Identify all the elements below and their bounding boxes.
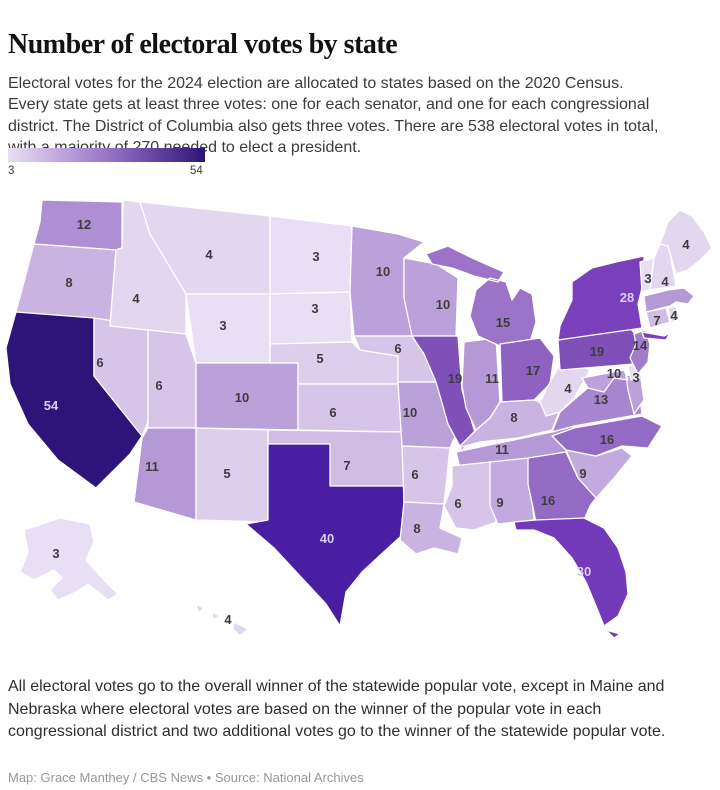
state-label-MT: 4 <box>205 247 213 262</box>
state-label-DE: 3 <box>632 370 639 385</box>
us-choropleth-map: 12 8 54 6 4 4 3 6 10 11 5 3 3 5 6 7 40 10 6 10 6 8 10 19 11 15 17 8… <box>0 186 720 662</box>
state-label-NC: 16 <box>600 432 614 447</box>
state-label-HI: 4 <box>224 612 232 627</box>
credit-text: Map: Grace Manthey / CBS News • Source: … <box>8 770 364 785</box>
state-SD <box>269 291 353 345</box>
state-TX <box>245 443 411 627</box>
state-label-OR: 8 <box>65 275 72 290</box>
state-label-MI: 15 <box>496 315 510 330</box>
state-AR <box>401 445 451 505</box>
state-label-AK: 3 <box>52 546 59 561</box>
state-NH <box>649 241 677 291</box>
state-WY <box>185 293 271 364</box>
state-label-CA: 54 <box>44 398 59 413</box>
state-label-FL: 30 <box>577 564 591 579</box>
state-LA <box>399 501 463 555</box>
state-label-IA: 6 <box>394 341 401 356</box>
state-label-WY: 3 <box>219 318 226 333</box>
state-label-MO: 10 <box>403 405 417 420</box>
page-title: Number of electoral votes by state <box>8 28 398 60</box>
state-label-AZ: 11 <box>145 459 159 474</box>
state-label-AL: 9 <box>496 495 503 510</box>
state-label-KY: 8 <box>510 410 517 425</box>
state-MI <box>425 245 537 347</box>
state-label-TX: 40 <box>320 531 334 546</box>
state-label-AR: 6 <box>411 467 418 482</box>
state-label-RI: 4 <box>670 308 678 323</box>
state-NM <box>195 427 269 523</box>
state-label-IL: 19 <box>448 371 462 386</box>
state-RI <box>667 305 680 323</box>
state-label-MD: 10 <box>607 366 621 381</box>
state-label-NM: 5 <box>223 466 230 481</box>
state-AK <box>19 517 119 601</box>
state-KS <box>297 383 403 433</box>
state-label-NJ: 14 <box>633 338 648 353</box>
state-label-LA: 8 <box>413 521 420 536</box>
state-AZ <box>133 427 197 521</box>
description-text: Electoral votes for the 2024 election ar… <box>8 75 659 156</box>
state-label-VA: 13 <box>594 392 608 407</box>
footnote-text: All electoral votes go to the overall wi… <box>8 678 666 741</box>
state-label-NY: 28 <box>620 290 634 305</box>
state-label-GA: 16 <box>541 493 555 508</box>
legend-min-label: 3 <box>8 165 15 177</box>
state-label-NE: 5 <box>316 351 323 366</box>
state-label-KS: 6 <box>329 405 336 420</box>
state-label-ID: 4 <box>132 291 140 306</box>
state-MS <box>443 461 497 531</box>
state-label-OH: 17 <box>526 363 540 378</box>
state-FL <box>513 517 629 639</box>
state-label-WA: 12 <box>77 217 91 232</box>
state-HI <box>195 603 249 637</box>
state-label-TN: 11 <box>495 442 509 457</box>
state-NC <box>551 415 663 457</box>
state-label-PA: 19 <box>590 344 604 359</box>
state-MA <box>643 287 695 313</box>
state-label-MN: 10 <box>376 264 390 279</box>
state-label-OK: 7 <box>343 458 350 473</box>
legend-max-label: 54 <box>190 165 203 177</box>
state-label-CO: 10 <box>235 390 249 405</box>
state-label-ND: 3 <box>312 249 319 264</box>
state-label-ME: 4 <box>682 237 690 252</box>
state-label-SC: 9 <box>579 466 586 481</box>
state-label-WV: 4 <box>564 381 572 396</box>
state-label-IN: 11 <box>485 371 499 386</box>
state-ND <box>269 215 353 295</box>
legend-gradient-bar <box>8 148 205 162</box>
state-label-CT: 7 <box>653 313 660 328</box>
state-label-NV: 6 <box>96 355 103 370</box>
state-label-VT: 3 <box>644 271 651 286</box>
state-label-WI: 10 <box>436 297 450 312</box>
state-label-NH: 4 <box>661 274 669 289</box>
state-label-MS: 6 <box>454 496 461 511</box>
state-label-UT: 6 <box>155 378 162 393</box>
state-ME <box>659 209 713 275</box>
states-group <box>5 199 713 639</box>
state-label-SD: 3 <box>311 301 318 316</box>
